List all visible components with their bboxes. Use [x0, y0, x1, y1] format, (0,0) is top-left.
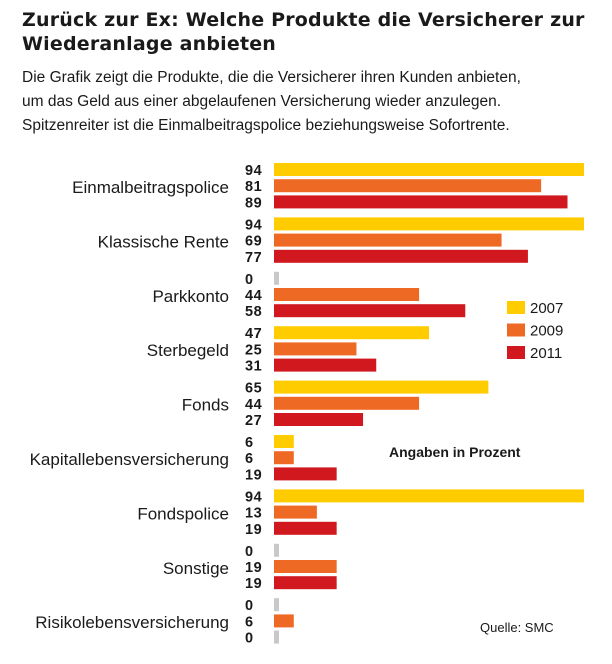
bar-2011 [274, 358, 377, 372]
legend-swatch-2011 [507, 346, 525, 359]
bar-2011 [274, 195, 568, 209]
category-label: Fondspolice [137, 504, 229, 523]
data-label: 89 [245, 195, 262, 211]
chart-title: Zurück zur Ex: Welche Produkte die Versi… [22, 9, 585, 55]
data-label: 58 [245, 304, 262, 320]
category-label: Sterbegeld [147, 341, 229, 360]
data-label: 0 [245, 598, 254, 614]
data-label: 19 [245, 576, 262, 592]
data-label: 0 [245, 272, 254, 288]
data-label: 44 [245, 288, 262, 304]
bar-2007 [274, 543, 279, 557]
bar-2011 [274, 630, 279, 644]
source: Quelle: SMC [480, 620, 554, 635]
data-label: 6 [245, 614, 254, 630]
data-label: 19 [245, 467, 262, 483]
data-label: 94 [245, 217, 262, 233]
category-label: Sonstige [163, 559, 229, 578]
subtitle-line: Die Grafik zeigt die Produkte, die die V… [22, 69, 521, 86]
data-label: 0 [245, 544, 254, 560]
category-label: Fonds [182, 396, 229, 415]
bar-2009 [274, 451, 294, 465]
data-label: 27 [245, 413, 262, 429]
data-label: 25 [245, 342, 262, 358]
category-label: Einmalbeitragspolice [72, 178, 229, 197]
bar-2009 [274, 505, 317, 519]
data-label: 94 [245, 163, 262, 179]
category-label: Risikolebensversicherung [35, 613, 229, 632]
bar-2009 [274, 396, 420, 410]
legend-swatch-2009 [507, 323, 525, 337]
data-label: 44 [245, 397, 262, 413]
data-label: 47 [245, 326, 262, 342]
data-label: 69 [245, 234, 262, 250]
category-label: Klassische Rente [98, 232, 229, 251]
bar-2007 [274, 435, 294, 448]
subtitle-line: um das Geld aus einer abgelaufenen Versi… [22, 93, 502, 110]
legend-label: 2011 [530, 345, 562, 362]
bar-2011 [274, 467, 337, 481]
bar-2007 [274, 380, 489, 394]
annotation: Angaben in Prozent [389, 444, 521, 460]
data-label: 13 [245, 506, 262, 522]
legend-swatch-2007 [507, 301, 525, 314]
data-label: 31 [245, 359, 262, 375]
bar-2007 [274, 217, 584, 231]
bar-2009 [274, 288, 420, 301]
bar-2011 [274, 521, 337, 535]
bar-2011 [274, 304, 466, 318]
data-label: 19 [245, 560, 262, 576]
bar-2007 [274, 271, 279, 285]
legend-label: 2007 [530, 300, 563, 317]
bar-2007 [274, 489, 584, 503]
bar-2009 [274, 233, 502, 247]
data-label: 94 [245, 489, 262, 505]
bar-2007 [274, 598, 279, 612]
legend-label: 2009 [530, 323, 563, 340]
bar-2009 [274, 560, 337, 573]
data-label: 77 [245, 250, 262, 266]
bar-2009 [274, 614, 294, 628]
data-label: 6 [245, 451, 254, 467]
bar-2007 [274, 326, 429, 340]
bar-2007 [274, 163, 584, 176]
category-label: Kapitallebensversicherung [30, 450, 229, 469]
bar-2009 [274, 342, 357, 356]
bar-2011 [274, 249, 528, 263]
data-label: 19 [245, 522, 262, 538]
bar-2011 [274, 576, 337, 590]
data-label: 0 [245, 631, 254, 647]
chart-subtitle: Die Grafik zeigt die Produkte, die die V… [22, 66, 602, 138]
data-label: 65 [245, 381, 262, 397]
data-label: 6 [245, 435, 254, 451]
data-label: 81 [245, 179, 262, 195]
subtitle-line: Spitzenreiter ist die Einmalbeitragspoli… [22, 117, 510, 134]
bar-2011 [274, 413, 364, 426]
bar-2009 [274, 179, 542, 193]
category-label: Parkkonto [152, 287, 229, 306]
